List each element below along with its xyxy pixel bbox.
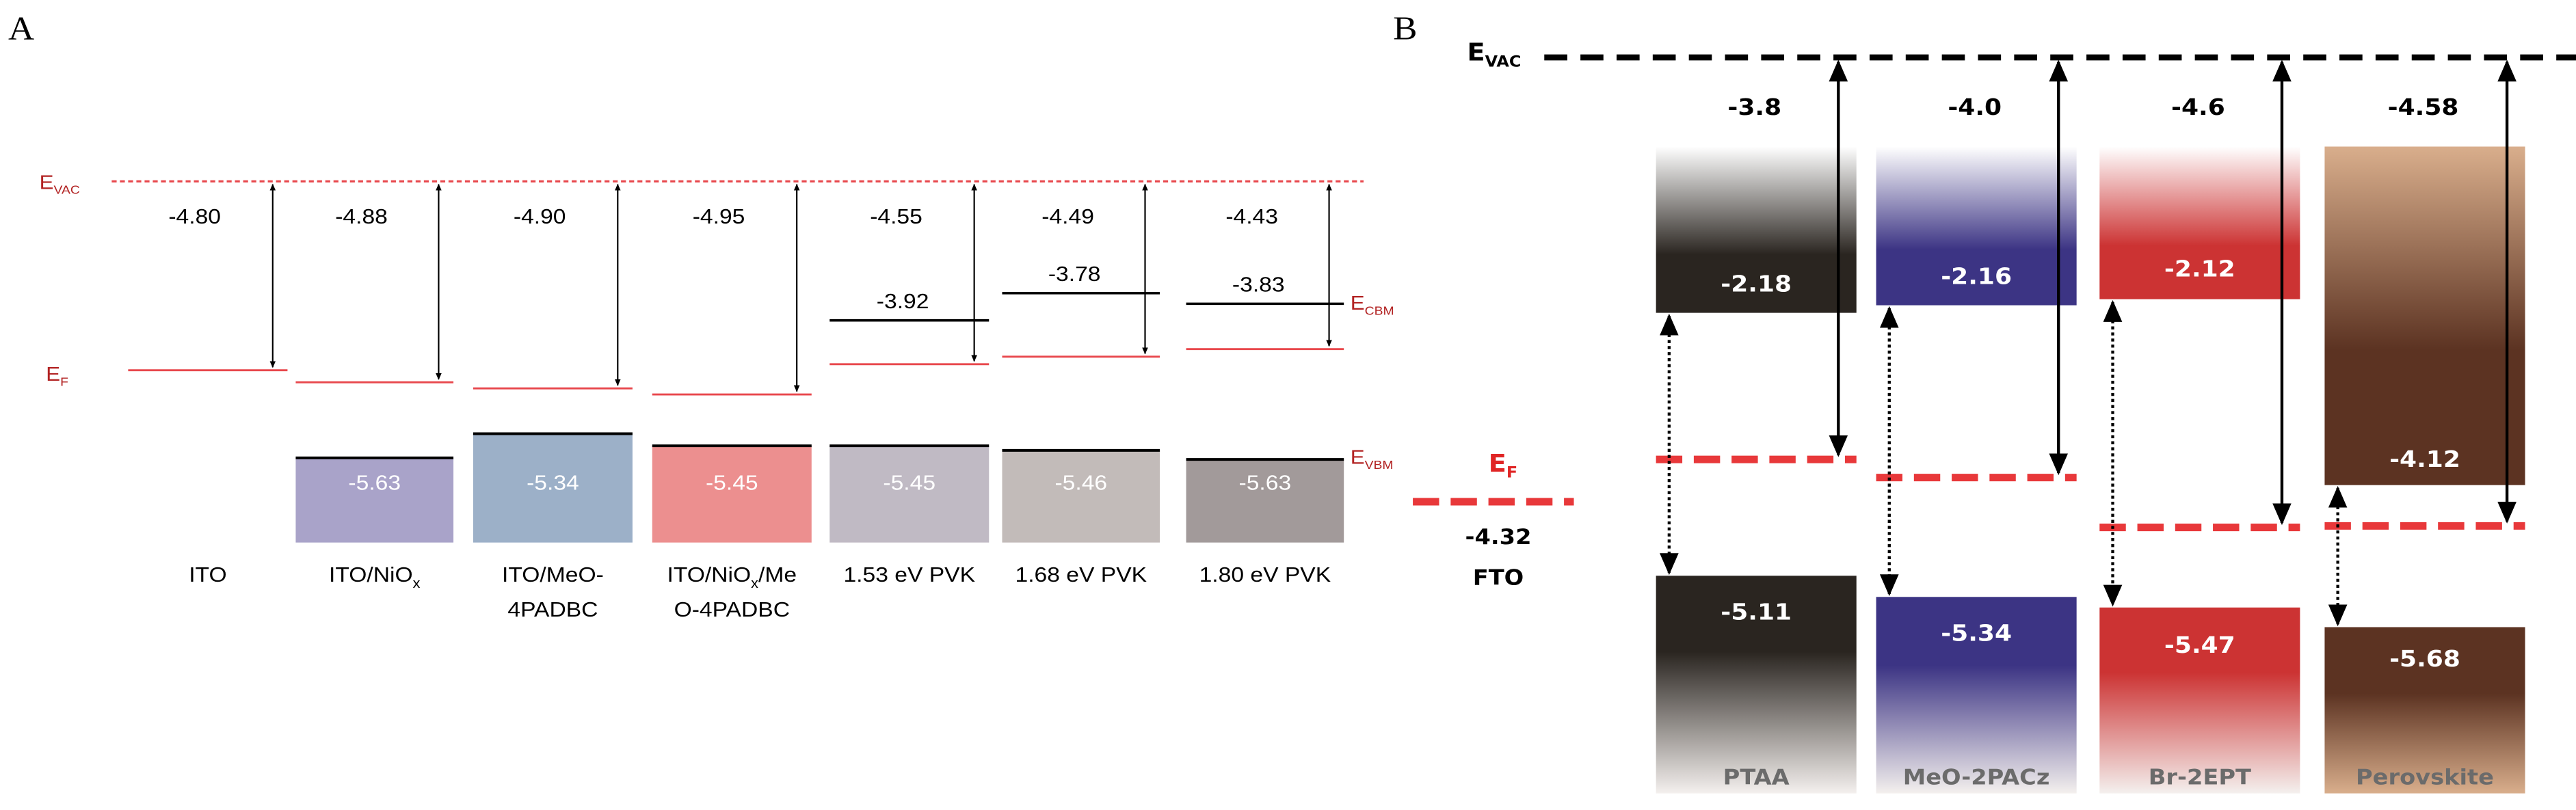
column-2: -2.12 -5.47 Br-2EPT -4.6 xyxy=(2099,59,2300,794)
work-function-value: -4.58 xyxy=(2388,94,2459,120)
evac-label: EVAC xyxy=(1467,38,1521,70)
column-3: -4.12 -5.68 Perovskite -4.58 xyxy=(2324,59,2525,794)
vbm-value: -5.63 xyxy=(1239,471,1292,494)
column-4: -4.55 -3.92 -5.45 1.53 eV PVK xyxy=(829,183,990,586)
homo-block xyxy=(2324,627,2525,794)
material-label: Perovskite xyxy=(2356,765,2494,789)
material-label: MeO-2PACz xyxy=(1903,765,2050,789)
vbm-block xyxy=(829,446,990,543)
work-function-value: -4.0 xyxy=(1948,94,2002,120)
column-label: 1.53 eV PVK xyxy=(843,563,975,586)
work-function-value: -4.55 xyxy=(870,204,922,228)
vbm-value: -5.63 xyxy=(348,471,401,494)
work-function-value: -4.95 xyxy=(693,204,745,228)
material-label: Br-2EPT xyxy=(2149,765,2251,789)
homo-value: -5.34 xyxy=(1941,621,2012,647)
vbm-block xyxy=(652,446,812,543)
column-1: -4.88 -5.63 ITO/NiOx xyxy=(295,183,454,591)
column-label: 1.80 eV PVK xyxy=(1199,563,1331,586)
column-label: ITO/NiOx/Me xyxy=(667,563,797,591)
vbm-value: -5.45 xyxy=(883,471,935,494)
ef-label: EF xyxy=(46,364,68,388)
ecbm-label: ECBM xyxy=(1351,293,1394,317)
homo-value: -5.68 xyxy=(2389,646,2460,672)
column-5: -4.49 -3.78 -5.46 1.68 eV PVK xyxy=(1002,183,1160,586)
homo-value: -5.11 xyxy=(1721,599,1792,625)
work-function-value: -3.8 xyxy=(1727,94,1781,120)
work-function-value: -4.90 xyxy=(514,204,566,228)
column-2: -4.90 -5.34 ITO/MeO- 4PADBC xyxy=(473,183,633,621)
homo-block xyxy=(1876,597,2077,794)
panel-a: A EVAC EF ECBM EVBM -4.80 ITO -4.88 -5.63 ITO/NiO… xyxy=(8,10,1394,621)
panel-label: B xyxy=(1393,10,1417,46)
homo-block xyxy=(1656,576,1857,794)
cbm-value: -3.83 xyxy=(1232,273,1285,296)
ef-label: EF xyxy=(1489,449,1518,481)
lumo-value: -2.18 xyxy=(1721,271,1792,297)
vbm-block xyxy=(1186,459,1344,543)
column-label-line2: 4PADBC xyxy=(507,597,598,621)
lumo-value: -4.12 xyxy=(2389,446,2460,472)
lumo-block xyxy=(2324,146,2525,485)
column-1: -2.16 -5.34 MeO-2PACz -4.0 xyxy=(1876,59,2077,794)
panel-label: A xyxy=(8,10,35,46)
work-function-value: -4.80 xyxy=(168,204,221,228)
column-6: -4.43 -3.83 -5.63 1.80 eV PVK xyxy=(1186,183,1344,586)
work-function-value: -4.6 xyxy=(2171,94,2225,120)
fto-label: FTO xyxy=(1473,565,1524,590)
evbm-label: EVBM xyxy=(1351,447,1394,472)
lumo-block xyxy=(2099,146,2300,299)
vbm-block xyxy=(295,457,454,543)
vbm-value: -5.45 xyxy=(706,471,758,494)
vbm-block xyxy=(1002,450,1160,543)
column-label-line2: O-4PADBC xyxy=(674,597,790,621)
panel-b: B EVAC EF -4.32 FTO -2.18 -5.11 PTAA -3.8 -2.16 -5… xyxy=(1393,10,2576,794)
column-3: -4.95 -5.45 ITO/NiOx/Me O-4PADBC xyxy=(652,183,812,621)
vbm-value: -5.34 xyxy=(527,471,579,494)
cbm-value: -3.92 xyxy=(877,289,929,312)
work-function-value: -4.49 xyxy=(1041,204,1094,228)
column-label: ITO xyxy=(189,563,226,586)
fto-fermi-value: -4.32 xyxy=(1465,524,1532,549)
vbm-value: -5.46 xyxy=(1054,471,1107,494)
work-function-value: -4.43 xyxy=(1225,204,1278,228)
vbm-block xyxy=(473,433,633,543)
column-label: ITO/NiOx xyxy=(329,563,421,591)
column-label: 1.68 eV PVK xyxy=(1015,563,1147,586)
material-label: PTAA xyxy=(1723,765,1790,789)
cbm-value: -3.78 xyxy=(1048,262,1101,285)
evac-label: EVAC xyxy=(40,172,80,196)
homo-block xyxy=(2099,607,2300,794)
column-0: -2.18 -5.11 PTAA -3.8 xyxy=(1656,59,1857,794)
lumo-value: -2.16 xyxy=(1941,264,2012,290)
work-function-value: -4.88 xyxy=(335,204,388,228)
lumo-block xyxy=(1876,146,2077,306)
column-0: -4.80 ITO xyxy=(128,183,288,586)
lumo-block xyxy=(1656,146,1857,313)
homo-value: -5.47 xyxy=(2164,632,2235,658)
lumo-value: -2.12 xyxy=(2164,256,2235,282)
column-label: ITO/MeO- xyxy=(502,563,604,586)
